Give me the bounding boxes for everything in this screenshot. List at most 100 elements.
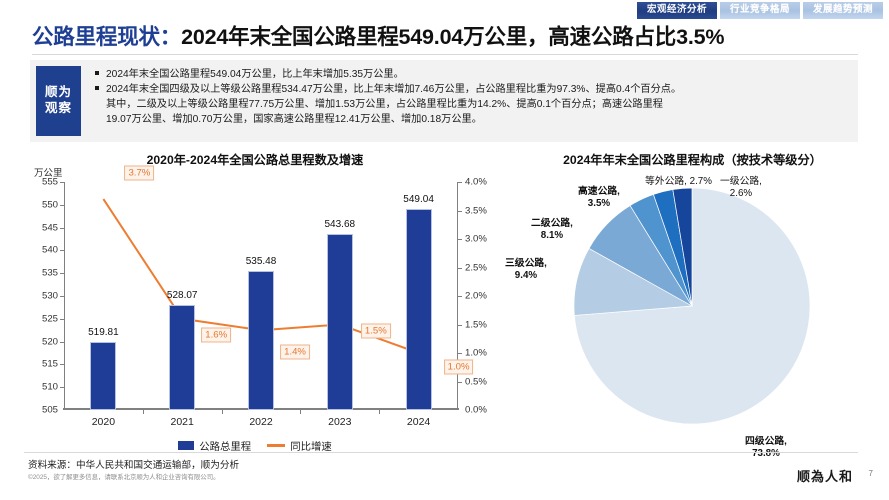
pie-label-level3: 三级公路, 9.4% xyxy=(505,258,547,281)
bar-chart: 2020年-2024年全国公路总里程数及增速 万公里 519.81 528.07 5… xyxy=(20,146,490,466)
y-axis-tick-label: 540 xyxy=(41,244,58,256)
y-axis-tick xyxy=(60,204,64,206)
y-axis-tick-label: 555 xyxy=(41,176,58,188)
y-axis-tick-label: 505 xyxy=(41,404,58,416)
y-axis-left xyxy=(64,182,65,410)
observation-subline-1: 其中，二级及以上等级公路里程77.75万公里、增加1.53万公里，占公路里程比重… xyxy=(106,99,663,111)
source-note: 资料来源：中华人民共和国交通运输部，顺为分析 xyxy=(28,460,240,471)
bar-chart-plot-area: 519.81 528.07 535.48 543.68 549.04 3.7% 1.6% 1.… xyxy=(42,165,487,428)
y2-axis-tick xyxy=(458,267,462,269)
pie-chart-slices xyxy=(573,187,811,425)
section-tabs: 宏观经济分析 行业竞争格局 发展趋势预测 xyxy=(636,2,883,20)
y2-axis-tick-label: 3.0% xyxy=(465,233,487,245)
bar-value-label: 519.81 xyxy=(88,327,119,339)
observation-bullet-2-text: 2024年末全国四级及以上等级公路里程534.47万公里，比上年末增加7.46万… xyxy=(106,84,682,96)
observation-badge-line1: 顺为 xyxy=(44,85,72,100)
y-axis-tick xyxy=(60,250,64,252)
x-axis-tick xyxy=(300,410,302,414)
y-axis-tick xyxy=(60,341,64,343)
observation-badge: 顺为 观察 xyxy=(36,66,81,136)
y-axis-right xyxy=(457,182,458,410)
y-axis-tick-label: 520 xyxy=(41,336,58,348)
y-axis-tick-label: 535 xyxy=(41,267,58,279)
bullet-square-icon xyxy=(95,82,106,91)
growth-rate-label-2023: 1.5% xyxy=(360,322,391,339)
growth-rate-label-2021: 1.6% xyxy=(201,327,232,343)
y2-axis-tick-label: 1.5% xyxy=(465,319,487,330)
page-title-rest: 2024年末全国公路里程549.04万公里，高速公路占比3.5% xyxy=(181,24,725,49)
tab-macro-economy[interactable]: 宏观经济分析 xyxy=(636,2,717,20)
bar-2021[interactable] xyxy=(169,304,196,410)
y2-axis-tick-label: 0.0% xyxy=(465,404,487,416)
y-axis-tick-label: 515 xyxy=(41,358,58,370)
bar-chart-unit-label: 万公里 xyxy=(34,168,63,179)
bar-2023[interactable] xyxy=(326,233,353,410)
page-title-highlight: 公路里程现状： xyxy=(32,24,182,49)
y2-axis-tick xyxy=(458,381,462,383)
observation-box: 顺为 观察 2024年末全国公路里程549.04万公里，比上年末增加5.35万公… xyxy=(30,60,858,142)
pie-slice-一级公路[interactable] xyxy=(672,187,693,307)
legend-line-icon xyxy=(267,444,286,447)
bar-value-label: 528.07 xyxy=(166,289,198,301)
pie-label-expressway: 高速公路, 3.5% xyxy=(578,186,620,209)
y2-axis-tick-label: 2.5% xyxy=(465,262,487,273)
bar-value-label: 535.48 xyxy=(245,256,277,267)
x-axis-label-2023: 2023 xyxy=(328,416,352,428)
y2-axis-tick-label: 3.5% xyxy=(465,205,487,216)
bar-2022[interactable] xyxy=(248,271,274,410)
pie-label-level2: 二级公路, 8.1% xyxy=(531,218,573,241)
bar-chart-series-layer: 519.81 528.07 535.48 543.68 549.04 3.7% 1.6% 1.… xyxy=(64,165,474,410)
legend-swatch-icon xyxy=(178,441,195,450)
x-axis-tick xyxy=(379,410,381,414)
observation-bullet-1: 2024年末全国公路里程549.04万公里，比上年末增加5.35万公里。 xyxy=(95,67,850,82)
y-axis-tick-label: 510 xyxy=(41,381,58,393)
pie-label-level1: 一级公路, 2.6% xyxy=(720,176,762,199)
y2-axis-tick xyxy=(458,182,462,183)
y2-axis-tick xyxy=(458,239,462,240)
y-axis-tick xyxy=(60,296,64,297)
y-axis-tick-label: 545 xyxy=(41,222,58,234)
bar-value-label: 543.68 xyxy=(324,218,356,230)
bar-chart-legend: 公路总里程 同比增速 xyxy=(20,438,490,453)
pie-chart-title: 2024年年末全国公路里程构成（按技术等级分） xyxy=(563,153,822,167)
bullet-square-icon xyxy=(95,67,106,75)
bar-2020[interactable] xyxy=(90,342,117,410)
y2-axis-tick xyxy=(458,324,462,326)
y2-axis-tick-label: 4.0% xyxy=(465,176,487,188)
pie-label-outgrade: 等外公路, 2.7% xyxy=(645,176,712,187)
y-axis-tick xyxy=(60,182,64,183)
observation-badge-line2: 观察 xyxy=(44,101,72,115)
y-axis-tick xyxy=(60,227,64,229)
y2-axis-tick-label: 0.5% xyxy=(465,376,487,387)
legend-label-total-mileage: 公路总里程 xyxy=(199,442,252,453)
copyright-note: ©2025，欲了解更多信息，请联系北京顺为人和企业咨询有限公司。 xyxy=(28,474,220,481)
y-axis-tick xyxy=(60,387,64,389)
pie-chart: 2024年年末全国公路里程构成（按技术等级分） 四级公路, 73.8% 三级公路… xyxy=(505,146,880,466)
x-axis-label-2024: 2024 xyxy=(406,416,431,428)
page-number: 7 xyxy=(868,469,873,478)
growth-rate-label-2020: 3.7% xyxy=(124,165,155,181)
y2-axis-tick-label: 2.0% xyxy=(465,290,487,302)
y-axis-tick xyxy=(60,364,64,366)
bar-2024[interactable] xyxy=(405,209,432,410)
x-axis-tick xyxy=(221,410,223,414)
observation-bullet-1-text: 2024年末全国公路里程549.04万公里，比上年末增加5.35万公里。 xyxy=(106,69,404,80)
page-title: 公路里程现状： 2024年末全国公路里程549.04万公里，高速公路占比3.5% xyxy=(32,18,869,52)
legend-item-growth-rate: 同比增速 xyxy=(267,438,332,453)
observation-bullet-2: 2024年末全国四级及以上等级公路里程534.47万公里，比上年末增加7.46万… xyxy=(95,82,850,97)
observation-subline-2: 19.07万公里、增加0.70万公里，国家高速公路里程12.41万公里、增加0.… xyxy=(106,114,482,126)
x-axis-tick xyxy=(142,410,144,414)
x-axis-label-2020: 2020 xyxy=(91,416,116,428)
x-axis-label-2022: 2022 xyxy=(249,416,273,428)
tab-trend-forecast[interactable]: 发展趋势预测 xyxy=(802,2,883,20)
title-divider xyxy=(32,54,858,55)
x-axis-label-2021: 2021 xyxy=(170,416,194,428)
y2-axis-tick xyxy=(458,210,462,212)
y-axis-tick xyxy=(60,318,64,320)
company-logo: 顺為人和 xyxy=(796,470,853,485)
pie-label-level4: 四级公路, 73.8% xyxy=(745,436,787,459)
y-axis-tick-label: 530 xyxy=(41,290,58,302)
y-axis-tick xyxy=(60,273,64,275)
tab-industry-competition[interactable]: 行业竞争格局 xyxy=(719,2,800,20)
